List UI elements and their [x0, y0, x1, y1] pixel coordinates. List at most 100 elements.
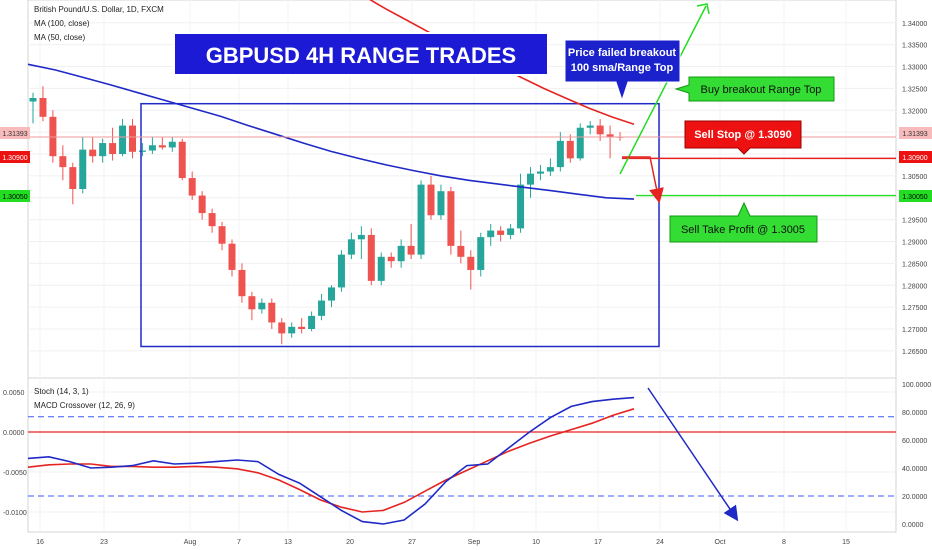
candle-body [109, 143, 117, 154]
time-tick-label: Aug [184, 539, 197, 546]
candle-body [258, 302, 266, 310]
price-axis: 1.340001.335001.330001.325001.320001.315… [902, 21, 927, 356]
target-price-tag-right-text: 1.30050 [902, 194, 927, 201]
candle-body [238, 269, 246, 297]
candle-body [248, 296, 256, 310]
candle-body [527, 173, 534, 185]
stop-price-tag-right [899, 151, 932, 163]
price-tick-label: 1.27000 [902, 327, 927, 334]
candle-body [606, 134, 614, 137]
candle-body [497, 230, 505, 235]
target-price-tag-left [0, 190, 30, 202]
candle-body [39, 98, 47, 117]
time-tick-label: Sep [468, 539, 481, 546]
sell-stop-callout [684, 120, 802, 155]
candle-body [298, 326, 306, 329]
current-price-tag-right [899, 127, 932, 139]
candle-body [517, 184, 525, 229]
candle-body [59, 156, 67, 168]
candle-body [188, 178, 196, 196]
macd-tick-label: -0.0050 [3, 470, 27, 477]
title-banner [173, 32, 549, 76]
price-tick-label: 1.32500 [902, 86, 927, 93]
failed-breakout-line1: Price failed breakout [568, 47, 677, 59]
time-tick-label: 24 [656, 539, 664, 546]
take-profit-callout [669, 201, 818, 243]
candle-body [347, 239, 355, 255]
current-price-tag-left-text: 1.31393 [2, 131, 27, 138]
stoch-tick-label: 0.0000 [902, 522, 924, 529]
stoch-label: Stoch (14, 3, 1) [34, 387, 89, 396]
candle-body [566, 140, 574, 159]
candle-body [328, 287, 335, 301]
ma100-label: MA (100, close) [34, 19, 90, 28]
candle-body [556, 140, 564, 168]
candle-body [208, 213, 216, 227]
candle-body [308, 315, 316, 329]
macd-axis: 0.0050 0.0000 -0.0050 -0.0100 [3, 390, 27, 517]
candle-body [99, 143, 107, 157]
time-tick-label: 17 [594, 539, 602, 546]
candle-body [79, 149, 87, 189]
candle-body [417, 184, 425, 255]
price-tick-label: 1.28500 [902, 261, 927, 268]
candle-body [387, 256, 395, 262]
buy-breakout-callout [674, 76, 835, 102]
candle-body [357, 234, 365, 240]
candle-body [288, 326, 296, 334]
candle-body [148, 145, 156, 151]
macd-tick-label: 0.0050 [3, 390, 25, 397]
candle-body [427, 184, 435, 216]
time-tick-label: Oct [715, 539, 726, 546]
price-tick-label: 1.34000 [902, 21, 927, 28]
time-tick-label: 20 [346, 539, 354, 546]
stoch-tick-label: 60.0000 [902, 438, 927, 445]
candle-body [89, 149, 97, 157]
candle-body [397, 245, 405, 262]
stoch-tick-label: 20.0000 [902, 494, 927, 501]
ma50-line [27, 63, 635, 200]
signal-line [27, 408, 635, 513]
time-tick-label: 27 [408, 539, 416, 546]
candle-body [268, 302, 276, 323]
price-tick-label: 1.30500 [902, 174, 927, 181]
candle-body [477, 237, 485, 270]
candle-body [318, 300, 326, 316]
price-tick-label: 1.33500 [902, 43, 927, 50]
current-price-tag-left [0, 127, 30, 139]
failed-breakout-line2: 100 sma/Range Top [571, 62, 674, 74]
stop-price-tag-right-text: 1.30900 [902, 155, 927, 162]
macd-tick-label: -0.0100 [3, 510, 27, 517]
candle-body [119, 125, 127, 154]
title-text: GBPUSD 4H RANGE TRADES [206, 43, 516, 68]
candle-body [487, 230, 495, 238]
sell-stop-text: Sell Stop @ 1.3090 [694, 129, 792, 141]
time-tick-label: 10 [532, 539, 540, 546]
candle-body [576, 127, 584, 159]
macd-tick-label: 0.0000 [3, 430, 25, 437]
stop-price-tag-left-text: 1.30900 [2, 155, 27, 162]
candle-body [467, 256, 475, 270]
candle-body [596, 125, 604, 135]
time-tick-label: 13 [284, 539, 292, 546]
candle-body [69, 167, 77, 189]
stop-price-tag-left [0, 151, 30, 163]
stoch-tick-label: 100.0000 [902, 382, 931, 389]
candle-body [218, 226, 226, 244]
candle-body [447, 191, 455, 246]
stoch-tick-label: 80.0000 [902, 410, 927, 417]
candle-body [407, 245, 415, 255]
time-tick-label: 23 [100, 539, 108, 546]
time-tick-label: 8 [782, 539, 786, 546]
price-tick-label: 1.29000 [902, 240, 927, 247]
candle-body [168, 141, 176, 148]
candle-body [367, 234, 375, 281]
macd-label: MACD Crossover (12, 26, 9) [34, 401, 135, 410]
candle-body [337, 254, 345, 288]
candle-body [178, 141, 186, 179]
stoch-tick-label: 40.0000 [902, 466, 927, 473]
candle-body [546, 167, 554, 172]
macd-line [27, 396, 635, 525]
